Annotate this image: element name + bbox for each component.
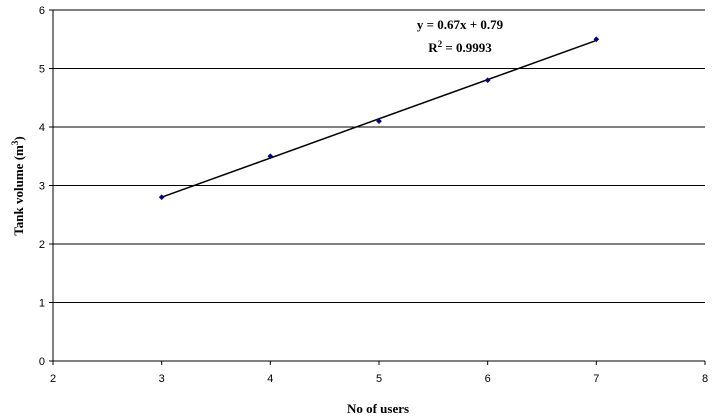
- x-tick-label-8: 8: [702, 373, 708, 385]
- y-tick-label-5: 5: [39, 64, 45, 76]
- y-tick-label-1: 1: [39, 298, 45, 310]
- y-tick-label-4: 4: [39, 122, 45, 134]
- x-tick-label-4: 4: [267, 373, 273, 385]
- trendline-equation: y = 0.67x + 0.79: [417, 17, 504, 32]
- data-points: [158, 36, 600, 201]
- y-tick-label-3: 3: [39, 181, 45, 193]
- y-axis-title: Tank volume (m3): [10, 136, 26, 235]
- y-tick-label-2: 2: [39, 239, 45, 251]
- y-tick-label-0: 0: [39, 356, 45, 368]
- x-tick-label-6: 6: [485, 373, 491, 385]
- x-tick-label-2: 2: [50, 373, 56, 385]
- x-tick-label-5: 5: [376, 373, 382, 385]
- data-point: [593, 36, 600, 43]
- axes: [49, 9, 706, 365]
- y-tick-label-6: 6: [39, 5, 45, 17]
- x-axis-title: No of users: [347, 401, 409, 416]
- tick-labels: 0 1 2 3 4 5 6 2 3 4 5 6 7 8: [39, 5, 708, 385]
- x-tick-label-3: 3: [159, 373, 165, 385]
- grid-lines: [53, 9, 705, 303]
- r-squared-label: R2 = 0.9993: [428, 39, 492, 55]
- x-tick-label-7: 7: [593, 373, 599, 385]
- data-point: [267, 153, 274, 160]
- data-point: [158, 194, 165, 201]
- data-point: [484, 77, 491, 84]
- data-point: [376, 118, 382, 125]
